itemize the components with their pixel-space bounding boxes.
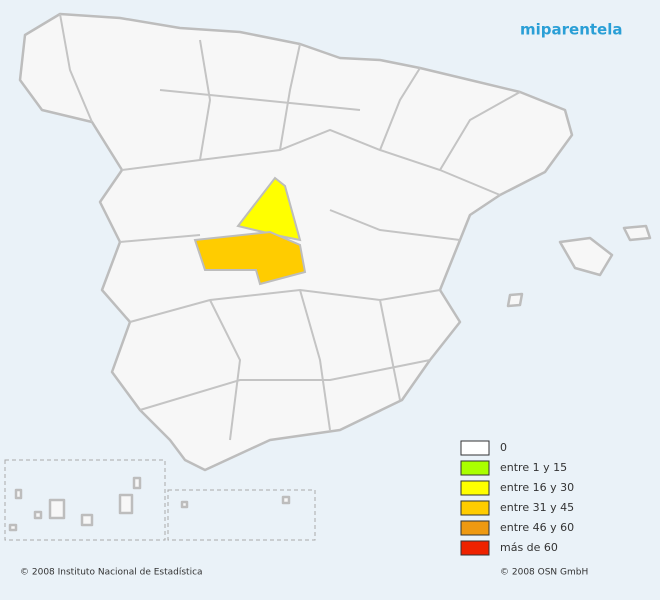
legend-swatch [460,500,490,516]
legend-label: entre 16 y 30 [500,481,574,494]
legend-label: entre 31 y 45 [500,501,574,514]
province-highlight [193,230,307,286]
copyright-left: © 2008 Instituto Nacional de Estadística [20,568,203,578]
legend-swatch [460,540,490,556]
legend-label: entre 46 y 60 [500,521,574,534]
legend-swatch [460,480,490,496]
legend-swatch [460,460,490,476]
logo: miparentela [520,21,623,39]
legend: 0 entre 1 y 15 entre 16 y 30 entre 31 y 45 e… [460,440,574,556]
spain-map [4,12,652,541]
legend-swatch [460,520,490,536]
copyright-right: © 2008 OSN GmbH [500,568,588,578]
province-highlight [236,176,302,242]
legend-label: entre 1 y 15 [500,461,567,474]
legend-swatch [460,440,490,456]
legend-label: más de 60 [500,541,558,554]
legend-label: 0 [500,441,507,454]
